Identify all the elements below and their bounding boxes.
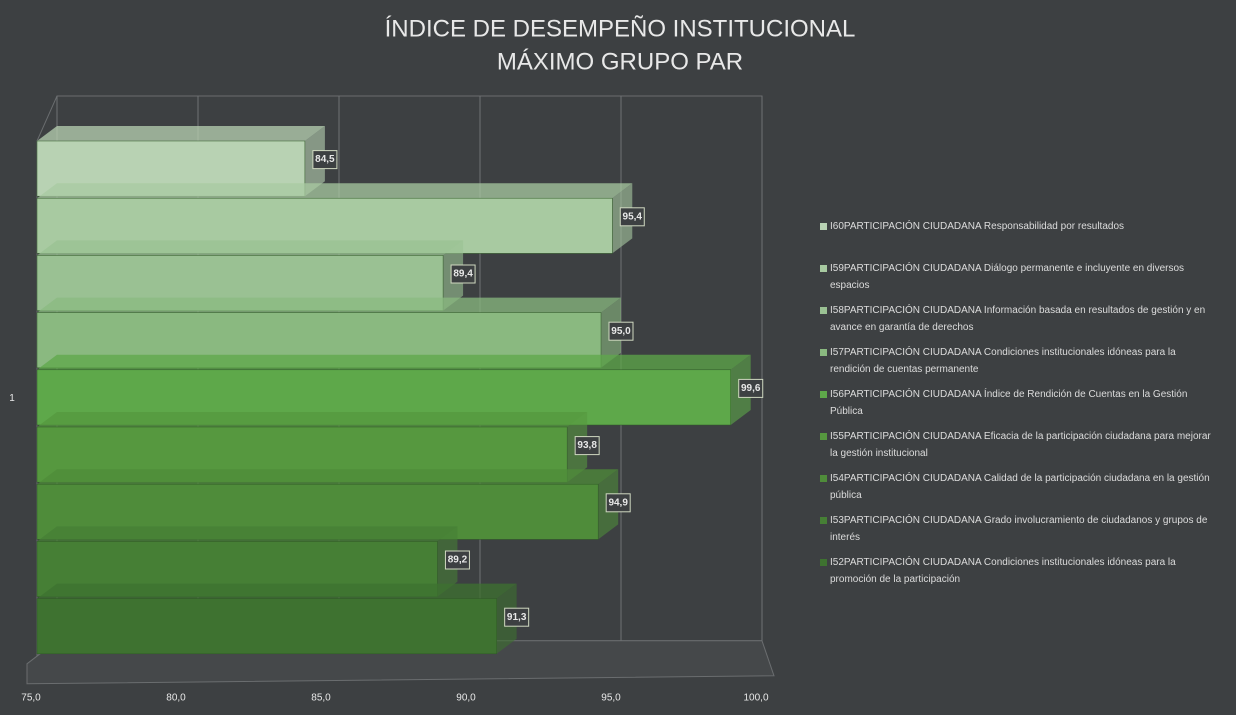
legend: I60PARTICIPACIÓN CIUDADANA Responsabilid… bbox=[820, 218, 1215, 596]
bar-top bbox=[37, 412, 588, 427]
bar-top bbox=[37, 183, 633, 199]
legend-label: I54PARTICIPACIÓN CIUDADANA Calidad de la… bbox=[830, 473, 1210, 501]
value-label: 99,6 bbox=[741, 383, 761, 394]
x-tick-label: 80,0 bbox=[166, 693, 186, 704]
value-label-box bbox=[574, 436, 600, 456]
legend-swatch bbox=[820, 307, 827, 314]
legend-item: I59PARTICIPACIÓN CIUDADANA Diálogo perma… bbox=[820, 260, 1215, 302]
legend-item: I55PARTICIPACIÓN CIUDADANA Eficacia de l… bbox=[820, 428, 1215, 470]
x-tick-label: 90,0 bbox=[456, 693, 476, 704]
value-label: 95,4 bbox=[623, 211, 643, 222]
bar-top bbox=[37, 126, 325, 141]
x-tick-label: 100,0 bbox=[743, 693, 768, 704]
legend-item: I56PARTICIPACIÓN CIUDADANA Índice de Ren… bbox=[820, 386, 1215, 428]
legend-label: I60PARTICIPACIÓN CIUDADANA Responsabilid… bbox=[830, 221, 1125, 232]
legend-label: I56PARTICIPACIÓN CIUDADANA Índice de Ren… bbox=[830, 389, 1188, 417]
value-label: 91,3 bbox=[507, 612, 527, 623]
bar-top bbox=[37, 526, 458, 542]
legend-item: I54PARTICIPACIÓN CIUDADANA Calidad de la… bbox=[820, 470, 1215, 512]
legend-label: I55PARTICIPACIÓN CIUDADANA Eficacia de l… bbox=[830, 431, 1211, 459]
legend-swatch bbox=[820, 475, 827, 482]
value-label: 84,5 bbox=[315, 154, 335, 165]
legend-swatch bbox=[820, 265, 827, 272]
legend-label: I59PARTICIPACIÓN CIUDADANA Diálogo perma… bbox=[830, 263, 1185, 291]
bar-top bbox=[37, 297, 621, 313]
legend-swatch bbox=[820, 433, 827, 440]
bar-top bbox=[37, 583, 517, 599]
bar-top bbox=[37, 354, 751, 370]
legend-item: I57PARTICIPACIÓN CIUDADANA Condiciones i… bbox=[820, 344, 1215, 386]
chart-subtitle: MÁXIMO GRUPO PAR bbox=[497, 48, 743, 75]
legend-item: I52PARTICIPACIÓN CIUDADANA Condiciones i… bbox=[820, 554, 1215, 596]
legend-label: I57PARTICIPACIÓN CIUDADANA Condiciones i… bbox=[830, 347, 1176, 375]
x-tick-label: 95,0 bbox=[601, 693, 621, 704]
legend-swatch bbox=[820, 391, 827, 398]
legend-swatch bbox=[820, 517, 827, 524]
value-label-box bbox=[619, 207, 645, 227]
value-label: 89,2 bbox=[448, 555, 468, 566]
value-label-box bbox=[504, 607, 530, 627]
value-label: 95,0 bbox=[611, 326, 631, 337]
value-label-box bbox=[312, 150, 338, 170]
legend-swatch bbox=[820, 559, 827, 566]
legend-item: I53PARTICIPACIÓN CIUDADANA Grado involuc… bbox=[820, 512, 1215, 554]
category-label: 1 bbox=[9, 393, 15, 404]
x-tick-label: 85,0 bbox=[311, 693, 331, 704]
legend-swatch bbox=[820, 223, 827, 230]
legend-item: I58PARTICIPACIÓN CIUDADANA Información b… bbox=[820, 302, 1215, 344]
legend-label: I58PARTICIPACIÓN CIUDADANA Información b… bbox=[830, 305, 1206, 333]
bar-top bbox=[37, 469, 619, 485]
value-label-box bbox=[444, 550, 470, 570]
value-label: 93,8 bbox=[577, 440, 597, 451]
x-tick-label: 75,0 bbox=[21, 693, 41, 704]
value-label: 94,9 bbox=[608, 497, 628, 508]
legend-label: I53PARTICIPACIÓN CIUDADANA Grado involuc… bbox=[830, 515, 1208, 543]
value-label-box bbox=[738, 378, 764, 398]
chart-title: ÍNDICE DE DESEMPEÑO INSTITUCIONAL bbox=[385, 15, 856, 42]
bar-top bbox=[37, 240, 464, 256]
legend-item: I60PARTICIPACIÓN CIUDADANA Responsabilid… bbox=[820, 218, 1215, 260]
legend-label: I52PARTICIPACIÓN CIUDADANA Condiciones i… bbox=[830, 557, 1176, 585]
value-label-box bbox=[608, 321, 634, 341]
value-label-box bbox=[605, 493, 631, 513]
legend-swatch bbox=[820, 349, 827, 356]
value-label: 89,4 bbox=[453, 269, 473, 280]
value-label-box bbox=[450, 264, 476, 284]
bar bbox=[36, 598, 497, 655]
